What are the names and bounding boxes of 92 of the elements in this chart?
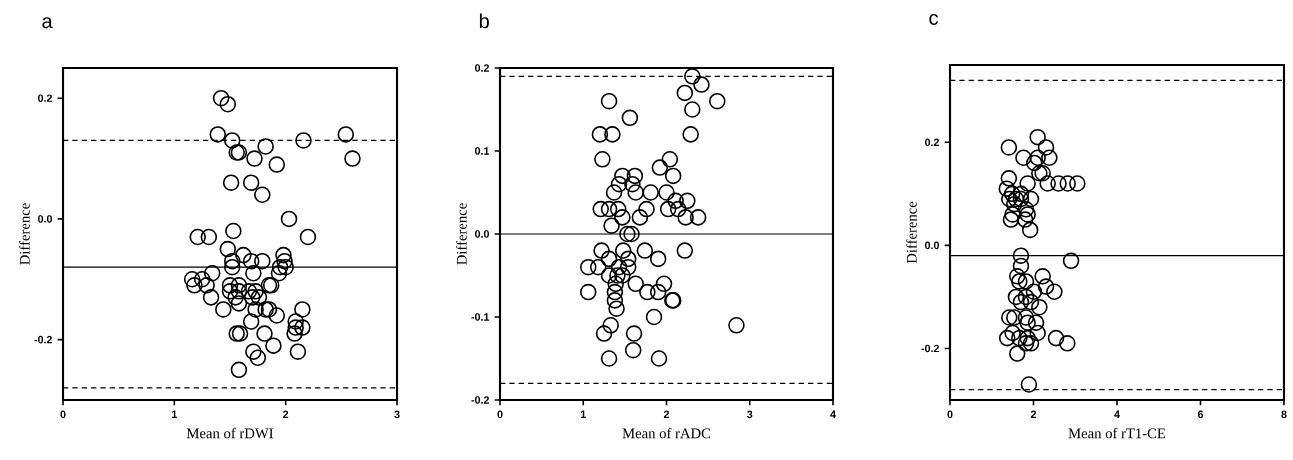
chart-title: a	[42, 17, 53, 29]
point	[1019, 175, 1036, 192]
point	[1046, 283, 1063, 301]
point	[1047, 329, 1065, 347]
point	[1006, 195, 1023, 213]
point	[998, 180, 1016, 197]
y-tick-label: 0.0	[475, 230, 489, 238]
point	[1017, 288, 1035, 306]
point	[1017, 273, 1035, 290]
point	[1017, 335, 1035, 352]
point	[1000, 139, 1018, 156]
x-tick-label: 8	[1281, 410, 1287, 419]
x-tick-label: 3	[394, 410, 400, 419]
x-tick-label: 4	[1114, 410, 1120, 418]
point	[1029, 324, 1046, 342]
x-axis-title: Mean of rADC	[622, 427, 711, 439]
point	[1016, 211, 1034, 228]
point	[1004, 206, 1021, 223]
x-axis-title: Mean of rDWI	[186, 427, 274, 439]
point	[1015, 149, 1032, 167]
point	[1039, 175, 1056, 192]
point	[1003, 185, 1021, 203]
point	[1019, 329, 1036, 347]
point	[1012, 247, 1030, 264]
point	[1029, 149, 1046, 167]
point	[1041, 149, 1058, 167]
point	[1037, 139, 1055, 156]
point	[1050, 175, 1067, 192]
point	[1022, 293, 1040, 311]
point	[1031, 298, 1048, 316]
chart-title: c	[929, 14, 938, 25]
point	[1021, 221, 1039, 239]
x-tick-label: 2	[663, 410, 670, 419]
point	[1022, 190, 1040, 208]
point	[1026, 154, 1043, 172]
y-tick-label: 0.0	[925, 241, 939, 250]
y-tick-label: 0.2	[925, 138, 939, 147]
x-tick-label: 0	[497, 410, 503, 419]
point	[1001, 190, 1018, 208]
point	[1012, 185, 1030, 203]
point	[1022, 335, 1040, 352]
y-axis-title: Difference	[19, 203, 30, 265]
point	[1062, 252, 1080, 270]
x-tick-label: 3	[747, 410, 753, 419]
point	[1017, 201, 1035, 218]
point	[1001, 309, 1018, 326]
x-tick-label: 2	[283, 410, 289, 419]
point	[1007, 190, 1025, 208]
x-axis-title: Mean of rT1-CE	[1068, 427, 1166, 439]
y-tick-label: 0.0	[38, 215, 53, 223]
point	[1059, 175, 1076, 192]
x-tick-label: 1	[172, 410, 177, 418]
y-tick-label: 0.1	[475, 147, 490, 155]
point	[1037, 278, 1055, 295]
point	[1008, 268, 1026, 285]
point	[1007, 288, 1025, 306]
point	[1029, 128, 1046, 146]
point	[1027, 314, 1045, 331]
point	[1017, 309, 1035, 326]
point	[1034, 268, 1051, 285]
x-tick-label: 0	[60, 410, 66, 419]
point	[1020, 376, 1038, 393]
point	[1011, 329, 1028, 347]
point	[1019, 206, 1036, 223]
y-tick-label: -0.2	[921, 344, 939, 353]
point	[1000, 170, 1018, 187]
point	[998, 329, 1016, 347]
point	[1008, 345, 1026, 362]
x-tick-label: 1	[580, 410, 586, 418]
point	[1012, 257, 1030, 275]
y-tick-label: 0.2	[38, 94, 53, 102]
point	[1059, 335, 1076, 352]
point	[1006, 309, 1023, 326]
y-tick-label: -0.1	[471, 313, 490, 321]
y-axis-title: Difference	[456, 203, 467, 265]
point	[1011, 273, 1028, 290]
point	[1004, 324, 1021, 342]
x-tick-label: 4	[830, 410, 836, 418]
y-tick-label: -0.2	[471, 396, 489, 404]
x-tick-label: 0	[947, 410, 953, 419]
y-tick-label: -0.2	[34, 335, 53, 344]
point	[1012, 293, 1030, 311]
y-tick-label: 0.2	[475, 64, 489, 72]
y-axis-title: Difference	[906, 201, 917, 264]
x-tick-label: 6	[1197, 410, 1204, 419]
chart-title: b	[479, 13, 489, 29]
point	[1012, 190, 1030, 208]
point	[1019, 314, 1036, 331]
point	[1002, 211, 1020, 228]
x-tick-label: 2	[1030, 410, 1037, 419]
point	[1025, 283, 1043, 301]
point	[1069, 175, 1086, 192]
